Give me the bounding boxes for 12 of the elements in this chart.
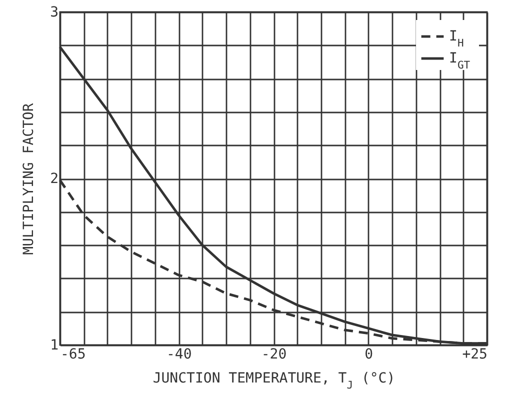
x-tick-label: 0 [364,346,374,362]
legend-label: I$_{H}$ [449,28,464,50]
x-tick-label: +25 [462,346,488,362]
y-tick-label: 2 [50,171,58,187]
y-tick-label: 1 [50,338,58,354]
y-tick-label: 3 [50,4,58,20]
y-axis-title: MULTIPLYING FACTOR [21,102,38,255]
x-axis-title: JUNCTION TEMPERATURE, T$_{J}$ (°C) [152,370,396,392]
legend-label: I$_{GT}$ [449,50,471,72]
x-tick-label: -20 [261,346,287,362]
x-tick-label: -40 [166,346,192,362]
x-tick-label: -65 [60,346,86,362]
